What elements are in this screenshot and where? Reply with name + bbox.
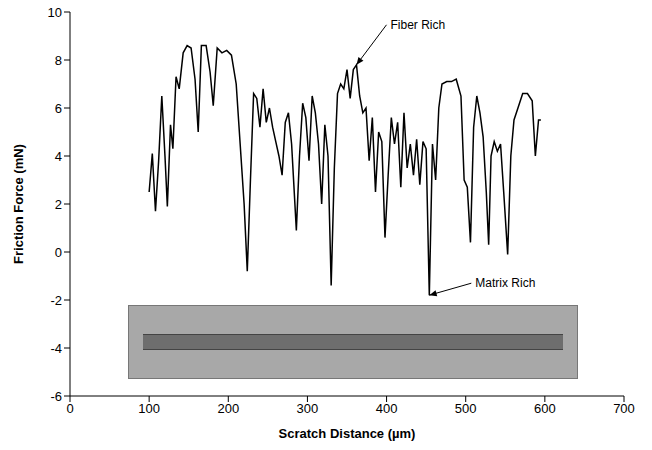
svg-text:8: 8 (55, 53, 62, 68)
svg-text:200: 200 (217, 401, 239, 416)
svg-text:300: 300 (297, 401, 319, 416)
svg-text:-2: -2 (50, 293, 62, 308)
svg-text:-4: -4 (50, 341, 62, 356)
svg-text:Matrix Rich: Matrix Rich (475, 276, 535, 290)
svg-text:100: 100 (138, 401, 160, 416)
svg-text:400: 400 (376, 401, 398, 416)
svg-text:700: 700 (613, 401, 635, 416)
svg-text:600: 600 (534, 401, 556, 416)
svg-text:4: 4 (55, 149, 62, 164)
svg-text:2: 2 (55, 197, 62, 212)
svg-text:6: 6 (55, 101, 62, 116)
svg-text:10: 10 (48, 5, 62, 20)
svg-text:500: 500 (455, 401, 477, 416)
svg-text:Friction Force (mN): Friction Force (mN) (11, 144, 26, 264)
svg-text:0: 0 (55, 245, 62, 260)
svg-text:-6: -6 (50, 389, 62, 404)
svg-text:0: 0 (66, 401, 73, 416)
svg-text:Scratch Distance (µm): Scratch Distance (µm) (279, 426, 416, 441)
svg-text:Fiber Rich: Fiber Rich (390, 18, 445, 32)
